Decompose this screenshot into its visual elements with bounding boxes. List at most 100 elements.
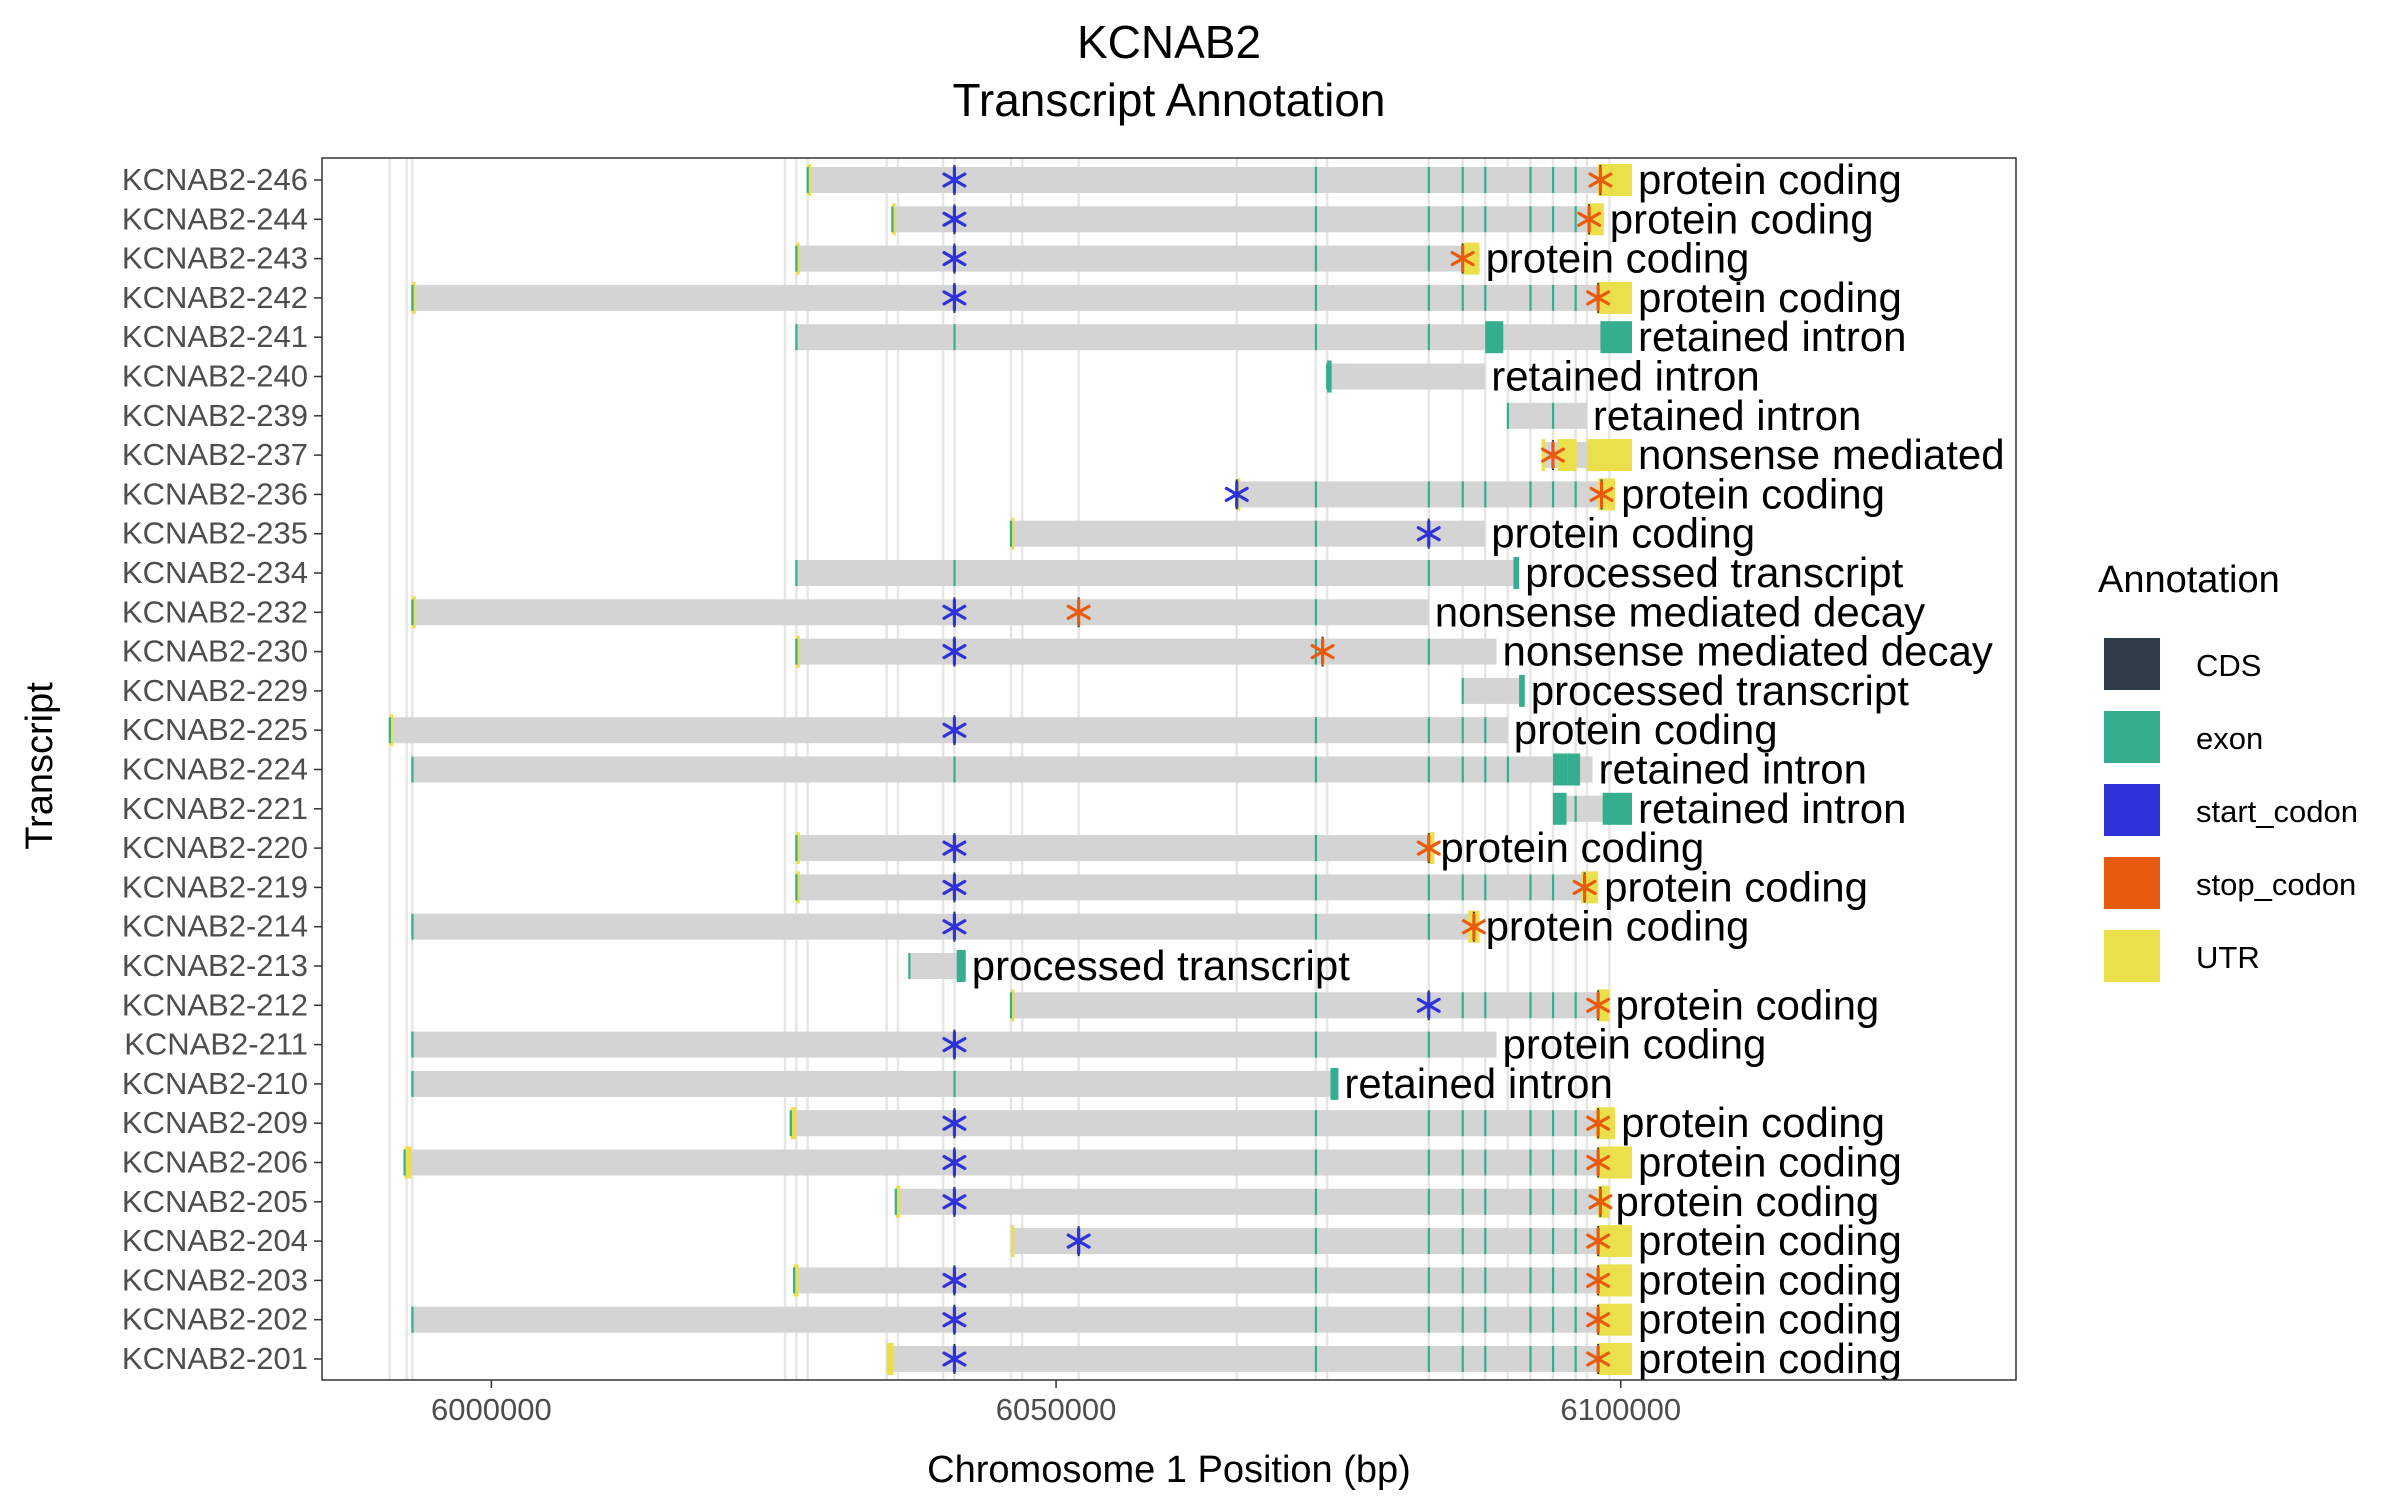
exon-mark [953, 560, 956, 586]
exon-mark [1574, 1188, 1577, 1215]
y-tick-label: KCNAB2-242 [122, 280, 308, 315]
stop-codon-marker [1586, 1266, 1611, 1295]
exon-mark [1314, 756, 1318, 783]
transcript-rows [388, 164, 1633, 1375]
exon-mark [411, 756, 414, 783]
utr-block [1557, 439, 1577, 472]
transcript-row [1506, 402, 1587, 429]
stop-codon-marker [1586, 284, 1611, 312]
legend-label: CDS [2196, 648, 2261, 683]
utr-block [1598, 989, 1610, 1022]
y-axis-ticks: KCNAB2-246 KCNAB2-244 KCNAB2-243 KCNAB2-242… [122, 162, 322, 1376]
exon-mark [1314, 560, 1318, 586]
start-codon-marker-stroke [1066, 1233, 1091, 1249]
y-tick-label: KCNAB2-224 [122, 752, 308, 787]
exon-mark [1529, 284, 1532, 311]
transcript-bar [1236, 481, 1616, 508]
transcript-row [1461, 674, 1525, 707]
y-tick-label: KCNAB2-214 [122, 909, 308, 944]
exon-mark [1574, 481, 1577, 508]
transcript-type-label: processed transcript [1531, 667, 1909, 714]
exon-mark [1574, 1228, 1577, 1255]
legend-label: exon [2196, 721, 2263, 756]
exon-mark [1461, 1228, 1464, 1255]
utr-block [1010, 989, 1015, 1022]
transcript-row [795, 242, 1480, 275]
utr-block [1586, 203, 1604, 236]
exon-mark [1506, 402, 1509, 429]
exon-mark [1427, 167, 1430, 193]
transcript-row [795, 832, 1441, 865]
stop-codon-marker-stroke [1572, 879, 1597, 896]
transcript-type-label: retained intron [1593, 392, 1862, 439]
exon-mark [1427, 717, 1430, 744]
exon-mark [1484, 756, 1487, 783]
exon-mark [1461, 717, 1464, 744]
exon-mark [1529, 167, 1532, 193]
stop-codon-marker-stroke [1586, 1233, 1611, 1249]
transcript-type-label: protein coding [1638, 1217, 1902, 1264]
transcript-type-label: protein coding [1440, 824, 1704, 871]
legend-key-cds [2104, 638, 2160, 690]
utr-block [404, 1146, 412, 1179]
exon-mark [1427, 913, 1430, 940]
start-codon-marker [942, 1148, 967, 1177]
exon-mark [1461, 1188, 1464, 1215]
y-tick-label: KCNAB2-232 [122, 594, 308, 629]
transcript-type-label: retained intron [1344, 1060, 1613, 1107]
exon-mark [1427, 1228, 1430, 1255]
exon-mark [1574, 167, 1577, 193]
utr-block [895, 1185, 901, 1218]
exon-mark [411, 913, 414, 940]
exon-block [1513, 557, 1520, 589]
exon-mark [1314, 481, 1318, 508]
y-tick-label: KCNAB2-201 [122, 1341, 308, 1376]
exon-mark [1529, 874, 1532, 901]
start-codon-marker [942, 598, 967, 626]
transcript-type-label: retained intron [1638, 785, 1907, 832]
y-tick-label: KCNAB2-241 [122, 319, 308, 354]
stop-codon-marker [1310, 637, 1335, 666]
exon-mark [1551, 206, 1555, 233]
exon-mark [1427, 245, 1430, 272]
stop-codon-marker [1586, 1345, 1611, 1373]
transcript-bar [886, 1346, 1633, 1372]
y-tick-label: KCNAB2-209 [122, 1105, 308, 1140]
exon-mark [1427, 1346, 1430, 1372]
transcript-row [1326, 360, 1486, 393]
start-codon-marker-stroke [942, 1272, 967, 1289]
exon-mark [1529, 1149, 1532, 1176]
x-tick-label: 6000000 [431, 1392, 552, 1427]
exon-mark [1314, 992, 1318, 1019]
exon-mark [1574, 795, 1577, 822]
transcript-bar [412, 284, 1633, 311]
start-codon-marker [942, 284, 967, 312]
exon-mark [1461, 992, 1464, 1019]
exon-mark [953, 1070, 956, 1097]
transcript-type-label: protein coding [1486, 903, 1750, 950]
transcript-row [795, 321, 1633, 354]
transcript-bar [790, 1110, 1616, 1137]
transcript-type-label: protein coding [1491, 510, 1755, 557]
stop-codon-marker [1589, 480, 1614, 508]
exon-mark [1461, 1306, 1464, 1333]
start-codon-marker [1224, 480, 1249, 508]
legend-key-utr [2104, 930, 2160, 982]
transcript-row [411, 1303, 1633, 1336]
exon-mark [1574, 1267, 1577, 1294]
transcript-bar [796, 324, 1633, 351]
transcript-row [411, 1067, 1339, 1100]
exon-mark [1461, 1267, 1464, 1294]
exon-mark [1529, 992, 1532, 1019]
transcript-type-label: protein coding [1615, 1178, 1879, 1225]
exon-mark [894, 1188, 897, 1215]
y-tick-label: KCNAB2-220 [122, 830, 308, 865]
transcript-type-label: protein coding [1604, 863, 1868, 910]
exon-mark [1314, 167, 1318, 193]
transcript-type-label: retained intron [1599, 746, 1868, 793]
transcript-row [795, 635, 1497, 668]
exon-mark [1484, 1188, 1487, 1215]
transcript-bar [796, 874, 1599, 901]
exon-mark [1551, 874, 1555, 901]
